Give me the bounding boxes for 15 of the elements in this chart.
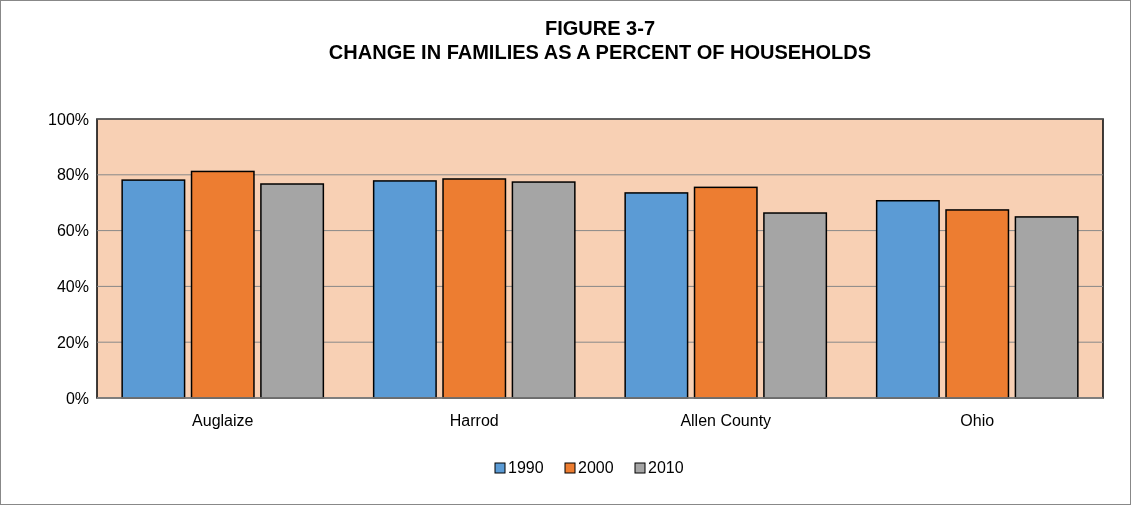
y-tick-label: 80%	[56, 166, 89, 184]
x-tick-label: Harrod	[449, 412, 499, 429]
chart-subtitle: CHANGE IN FAMILIES AS A PERCENT OF HOUSEHOLDS	[328, 41, 872, 63]
y-tick-label: 40%	[56, 278, 89, 295]
legend-label: 2010	[648, 459, 684, 476]
legend-label: 2000	[578, 459, 614, 476]
y-tick-label: 60%	[56, 222, 89, 240]
x-tick-label: Auglaize	[192, 412, 254, 429]
chart-title: FIGURE 3-7	[544, 17, 656, 39]
y-tick-label: 100%	[48, 110, 89, 128]
x-tick-label: Allen County	[680, 412, 772, 429]
y-tick-label: 0%	[65, 389, 89, 407]
y-tick-label: 20%	[56, 333, 89, 351]
x-tick-label: Ohio	[960, 412, 995, 429]
legend-label: 1990	[508, 459, 544, 476]
